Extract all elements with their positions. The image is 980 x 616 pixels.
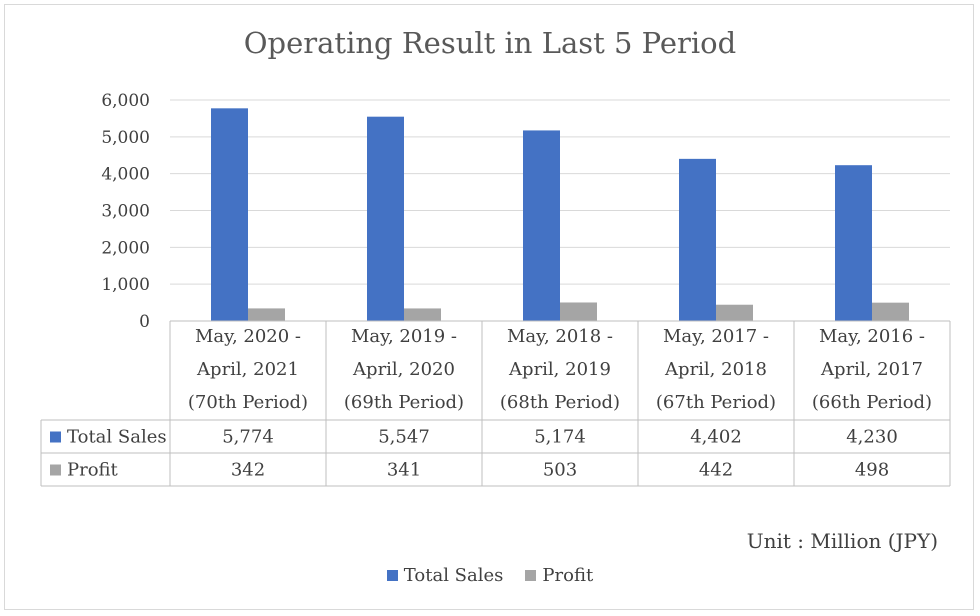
category-label: (69th Period) bbox=[344, 392, 464, 413]
table-value-total-sales: 5,547 bbox=[378, 427, 430, 448]
category-label: May, 2016 - bbox=[819, 326, 925, 347]
bar-profit bbox=[404, 308, 441, 321]
category-label: May, 2018 - bbox=[507, 326, 613, 347]
category-label: April, 2020 bbox=[352, 359, 455, 380]
bar-profit bbox=[716, 304, 753, 321]
bar-total-sales bbox=[679, 158, 716, 321]
table-value-profit: 342 bbox=[231, 460, 265, 481]
category-label: May, 2020 - bbox=[195, 326, 301, 347]
bar-profit bbox=[872, 302, 909, 321]
category-label: May, 2019 - bbox=[351, 326, 457, 347]
table-value-profit: 503 bbox=[543, 460, 577, 481]
table-swatch-profit bbox=[50, 464, 61, 476]
y-tick-label: 5,000 bbox=[101, 128, 150, 148]
chart-title: Operating Result in Last 5 Period bbox=[243, 26, 737, 60]
y-tick-label: 6,000 bbox=[101, 91, 150, 111]
chart-legend: Total Sales Profit bbox=[0, 565, 980, 586]
bar-total-sales bbox=[211, 108, 248, 321]
table-value-profit: 442 bbox=[699, 460, 733, 481]
table-value-profit: 498 bbox=[855, 460, 889, 481]
category-label: (70th Period) bbox=[188, 392, 308, 413]
y-tick-label: 3,000 bbox=[101, 202, 150, 222]
table-value-total-sales: 5,174 bbox=[534, 427, 586, 448]
y-tick-label: 2,000 bbox=[101, 238, 150, 258]
table-swatch-total-sales bbox=[50, 431, 61, 443]
chart-frame bbox=[4, 4, 974, 610]
bar-total-sales bbox=[523, 130, 560, 321]
category-label: (68th Period) bbox=[500, 392, 620, 413]
y-tick-label: 4,000 bbox=[101, 165, 150, 185]
category-label: April, 2017 bbox=[820, 359, 923, 380]
legend-swatch-total-sales bbox=[386, 570, 398, 581]
category-label: April, 2019 bbox=[508, 359, 611, 380]
bar-profit bbox=[248, 308, 285, 321]
y-tick-label: 1,000 bbox=[101, 275, 150, 295]
table-value-total-sales: 4,402 bbox=[690, 427, 742, 448]
bar-profit bbox=[560, 302, 597, 321]
bar-total-sales bbox=[367, 116, 404, 321]
table-value-total-sales: 4,230 bbox=[846, 427, 898, 448]
legend-label-profit: Profit bbox=[542, 565, 594, 586]
category-label: May, 2017 - bbox=[663, 326, 769, 347]
table-series-label-total-sales: Total Sales bbox=[67, 427, 167, 448]
unit-note: Unit : Million (JPY) bbox=[746, 529, 938, 553]
category-label: April, 2018 bbox=[664, 359, 767, 380]
table-series-label-profit: Profit bbox=[67, 460, 119, 481]
table-value-total-sales: 5,774 bbox=[222, 427, 274, 448]
category-label: April, 2021 bbox=[196, 359, 299, 380]
category-label: (66th Period) bbox=[812, 392, 932, 413]
legend-swatch-profit bbox=[525, 570, 537, 581]
y-tick-label: 0 bbox=[139, 312, 150, 332]
category-label: (67th Period) bbox=[656, 392, 776, 413]
legend-label-total-sales: Total Sales bbox=[403, 565, 504, 586]
legend-item-total-sales: Total Sales bbox=[386, 565, 504, 586]
table-value-profit: 341 bbox=[387, 460, 421, 481]
bar-total-sales bbox=[835, 165, 872, 321]
legend-item-profit: Profit bbox=[525, 565, 593, 586]
